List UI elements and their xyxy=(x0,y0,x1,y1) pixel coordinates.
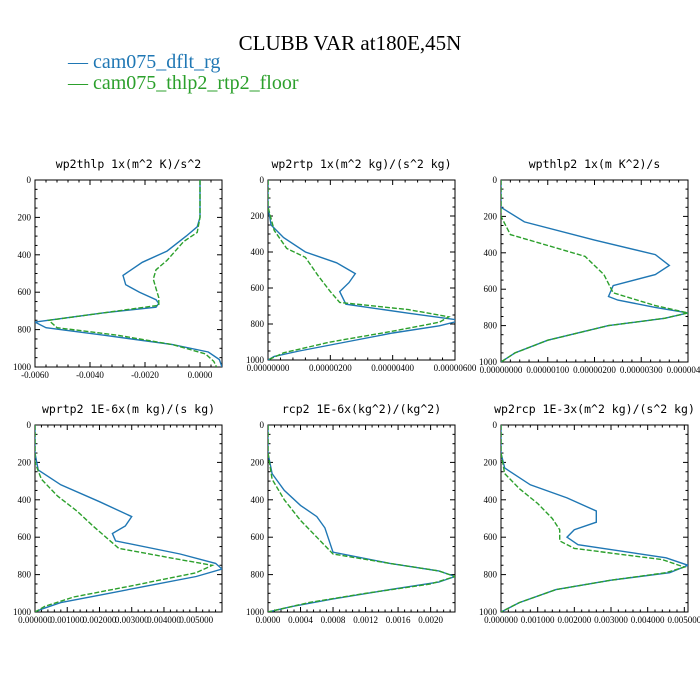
y-tick-label: 600 xyxy=(484,284,498,294)
y-tick-label: 400 xyxy=(251,495,265,505)
y-tick-label: 600 xyxy=(251,532,265,542)
y-tick-label: 600 xyxy=(251,283,265,293)
y-tick-label: 1000 xyxy=(13,607,32,617)
panel-title: wpthlp2 1x(m K^2)/s xyxy=(529,157,661,171)
y-tick-label: 0 xyxy=(27,420,32,430)
x-tick-label: 0.00000100 xyxy=(526,365,569,375)
x-tick-label: 0.00000400 xyxy=(371,363,414,373)
panel-title: rcp2 1E-6x(kg^2)/(kg^2) xyxy=(282,402,441,416)
series-line-dflt-rg xyxy=(268,180,455,360)
y-tick-label: 0 xyxy=(493,175,498,185)
panel-title: wp2rtp 1x(m^2 kg)/(s^2 kg) xyxy=(271,157,451,171)
y-tick-label: 400 xyxy=(18,495,32,505)
y-tick-label: 400 xyxy=(484,248,498,258)
x-tick-label: -0.0020 xyxy=(131,370,159,380)
x-tick-label: 0.00000400 xyxy=(667,365,700,375)
y-tick-label: 800 xyxy=(18,325,32,335)
panel-4: wprtp2 1E-6x(m kg)/(s kg) 0 200 400 600 800 10… xyxy=(13,402,223,625)
y-tick-label: 0 xyxy=(260,420,265,430)
x-tick-label: 0.00000000 xyxy=(247,363,290,373)
plot-frame xyxy=(500,424,689,613)
x-tick-label: 0.0000 xyxy=(256,615,281,625)
series-line-dflt-rg xyxy=(501,425,688,612)
y-tick-label: 600 xyxy=(18,532,32,542)
y-tick-label: 400 xyxy=(484,495,498,505)
x-tick-label: 0.005000 xyxy=(667,615,700,625)
panel-title: wp2rcp 1E-3x(m^2 kg)/(s^2 kg) xyxy=(494,402,695,416)
y-tick-label: 200 xyxy=(251,457,265,467)
x-tick-label: 0.0012 xyxy=(353,615,378,625)
x-tick-label: 0.00000200 xyxy=(573,365,616,375)
y-tick-label: 1000 xyxy=(479,607,498,617)
series-line-dflt-rg xyxy=(35,180,222,367)
x-tick-label: 0.00000000 xyxy=(480,365,523,375)
y-tick-label: 800 xyxy=(18,570,32,580)
y-tick-label: 800 xyxy=(251,319,265,329)
x-tick-label: 0.003000 xyxy=(115,615,149,625)
y-tick-label: 600 xyxy=(484,532,498,542)
series-line-thlp2-rtp2-floor xyxy=(268,425,455,612)
y-tick-label: 1000 xyxy=(246,355,265,365)
y-tick-label: 1000 xyxy=(479,357,498,367)
series-line-thlp2-rtp2-floor xyxy=(47,180,218,367)
series-line-dflt-rg xyxy=(501,180,688,362)
series-line-thlp2-rtp2-floor xyxy=(268,180,451,360)
x-tick-label: 0.000000 xyxy=(18,615,52,625)
y-tick-label: 200 xyxy=(18,212,32,222)
y-tick-label: 200 xyxy=(251,211,265,221)
x-tick-label: 0.00000600 xyxy=(434,363,477,373)
x-tick-label: -0.0060 xyxy=(21,370,49,380)
panel-1: wp2thlp 1x(m^2 K)/s^202004006008001000-0… xyxy=(13,157,223,380)
y-tick-label: 600 xyxy=(18,287,32,297)
y-tick-label: 1000 xyxy=(246,607,265,617)
x-tick-label: 0.0020 xyxy=(418,615,443,625)
x-tick-label: 0.004000 xyxy=(147,615,181,625)
x-tick-label: 0.001000 xyxy=(521,615,555,625)
panel-title: wp2thlp 1x(m^2 K)/s^2 xyxy=(56,157,201,171)
y-tick-label: 200 xyxy=(18,457,32,467)
y-tick-label: 0 xyxy=(493,420,498,430)
plot-frame xyxy=(34,424,223,613)
y-tick-label: 800 xyxy=(251,570,265,580)
panel-title: wprtp2 1E-6x(m kg)/(s kg) xyxy=(42,402,215,416)
x-tick-label: 0.000000 xyxy=(484,615,518,625)
y-tick-label: 200 xyxy=(484,457,498,467)
x-tick-label: 0.001000 xyxy=(50,615,84,625)
panel-5: rcp2 1E-6x(kg^2)/(kg^2) 0 200 400 600 800 1000… xyxy=(246,402,456,625)
x-tick-label: 0.0016 xyxy=(386,615,411,625)
x-tick-label: 0.0008 xyxy=(321,615,346,625)
y-tick-label: 400 xyxy=(251,247,265,257)
y-tick-label: 0 xyxy=(260,175,265,185)
y-tick-label: 800 xyxy=(484,570,498,580)
plot-frame xyxy=(267,179,456,361)
y-tick-label: 0 xyxy=(27,175,32,185)
x-tick-label: 0.00000300 xyxy=(620,365,663,375)
panels-group: wp2thlp 1x(m^2 K)/s^202004006008001000-0… xyxy=(13,157,700,625)
legend-entry-thlp2-rtp2-floor: — cam075_thlp2_rtp2_floor xyxy=(67,72,299,94)
panel-2: wp2rtp 1x(m^2 kg)/(s^2 kg) 0 200 400 600 800 1… xyxy=(246,157,477,373)
y-tick-label: 400 xyxy=(18,250,32,260)
x-tick-label: 0.0000 xyxy=(188,370,213,380)
x-tick-label: 0.004000 xyxy=(631,615,665,625)
series-line-thlp2-rtp2-floor xyxy=(501,425,687,612)
series-line-thlp2-rtp2-floor xyxy=(501,180,688,362)
x-tick-label: 0.002000 xyxy=(557,615,591,625)
y-tick-label: 200 xyxy=(484,211,498,221)
x-tick-label: 0.00000200 xyxy=(309,363,352,373)
x-tick-label: 0.005000 xyxy=(179,615,213,625)
panel-3: wpthlp2 1x(m K^2)/s020040060080010000.00… xyxy=(479,157,700,375)
panel-6: wp2rcp 1E-3x(m^2 kg)/(s^2 kg) 0 200 400 600 8… xyxy=(479,402,700,625)
x-tick-label: 0.0004 xyxy=(288,615,313,625)
series-line-thlp2-rtp2-floor xyxy=(35,425,215,612)
x-tick-label: 0.003000 xyxy=(594,615,628,625)
x-tick-label: -0.0040 xyxy=(76,370,104,380)
series-line-dflt-rg xyxy=(35,425,222,612)
x-tick-label: 0.002000 xyxy=(83,615,117,625)
y-tick-label: 800 xyxy=(484,321,498,331)
legend-entry-dflt-rg: — cam075_dflt_rg xyxy=(67,51,220,73)
y-tick-label: 1000 xyxy=(13,362,32,372)
figure-title: CLUBB VAR at180E,45N xyxy=(239,31,462,55)
